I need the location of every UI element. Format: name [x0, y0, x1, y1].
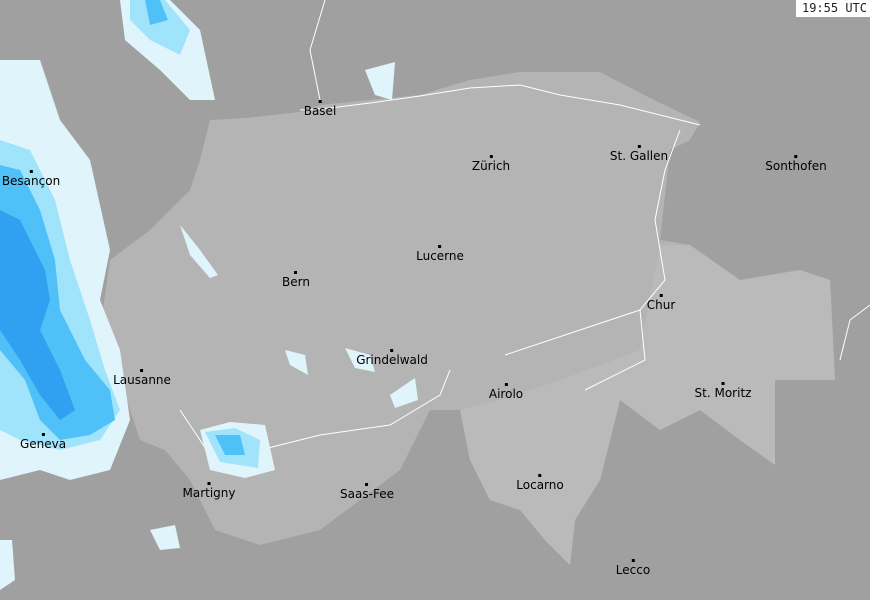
river-inn	[584, 309, 646, 391]
city-dot	[438, 245, 442, 248]
city-dot	[390, 349, 394, 352]
city-dot	[365, 483, 369, 486]
city-dot	[504, 383, 508, 386]
city-sonthofen: Sonthofen	[765, 155, 827, 173]
city-label: Locarno	[516, 478, 564, 492]
radar-precipitation	[0, 0, 418, 590]
city-besancon: Besançon	[2, 170, 60, 188]
city-saas-fee: Saas-Fee	[340, 483, 394, 501]
city-dot	[294, 271, 298, 274]
city-label: Lausanne	[113, 373, 171, 387]
river-rhine	[299, 84, 701, 126]
city-label: Zürich	[471, 159, 511, 173]
city-lausanne: Lausanne	[113, 369, 171, 387]
city-chur: Chur	[646, 294, 676, 312]
border-line	[839, 304, 870, 361]
border-line	[309, 0, 326, 101]
city-label: Lecco	[615, 563, 651, 577]
city-label: Geneva	[19, 437, 67, 451]
city-dot	[637, 145, 641, 148]
switzerland-area	[100, 72, 835, 565]
city-dot	[489, 155, 493, 158]
city-label: St. Moritz	[694, 386, 752, 400]
city-dot	[140, 369, 144, 372]
city-label: Saas-Fee	[340, 487, 394, 501]
city-label: Grindelwald	[356, 353, 428, 367]
city-st-gallen: St. Gallen	[610, 145, 668, 163]
timestamp-label: 19:55 UTC	[795, 0, 870, 17]
city-dot	[721, 382, 725, 385]
city-dot	[659, 294, 663, 297]
city-label: St. Gallen	[609, 149, 669, 163]
city-label: Basel	[303, 104, 337, 118]
city-dot	[631, 559, 635, 562]
city-basel: Basel	[303, 100, 337, 118]
city-dot	[41, 433, 45, 436]
city-label: Sonthofen	[765, 159, 827, 173]
ticino-grisons-area	[460, 245, 835, 565]
city-locarno: Locarno	[516, 474, 564, 492]
city-dot	[207, 482, 211, 485]
city-label: Airolo	[488, 387, 524, 401]
city-label: Lucerne	[416, 249, 464, 263]
city-label: Chur	[646, 298, 676, 312]
city-st-moritz: St. Moritz	[694, 382, 752, 400]
city-dot	[794, 155, 798, 158]
city-label: Bern	[282, 275, 310, 289]
city-dot	[318, 100, 322, 103]
city-zurich: Zürich	[472, 155, 510, 173]
city-lecco: Lecco	[616, 559, 650, 577]
city-geneva: Geneva	[20, 433, 66, 451]
city-martigny: Martigny	[182, 482, 236, 500]
city-bern: Bern	[282, 271, 310, 289]
city-grindelwald: Grindelwald	[356, 349, 428, 367]
city-lucerne: Lucerne	[416, 245, 464, 263]
city-label: Martigny	[182, 486, 236, 500]
river-rhine-valley	[504, 129, 681, 356]
city-label: Besançon	[1, 174, 61, 188]
city-airolo: Airolo	[489, 383, 523, 401]
city-dot	[29, 170, 33, 173]
city-dot	[538, 474, 542, 477]
